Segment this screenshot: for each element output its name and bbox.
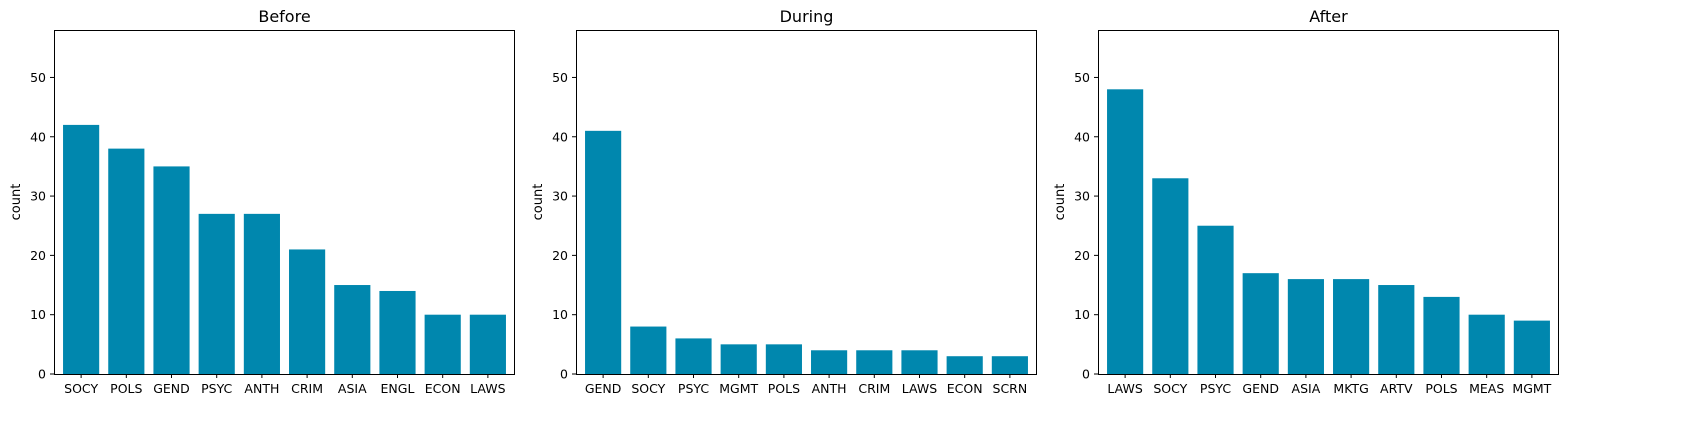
x-tick-label: ANTH [244,381,279,396]
chart-title: Before [258,7,310,26]
bar-anth [811,350,848,374]
y-tick-label: 50 [30,70,46,85]
bar-asia [334,285,371,374]
bar-mgmt [720,344,757,374]
y-axis-label: count [1053,184,1068,221]
x-tick-label: ENGL [381,381,415,396]
bar-econ [946,356,983,374]
bar-mgmt [1513,320,1550,374]
x-tick-label: ASIA [1292,381,1321,396]
bar-crim [856,350,893,374]
chart-title: During [780,7,834,26]
x-tick-label: MEAS [1469,381,1504,396]
x-tick-label: MGMT [719,381,758,396]
x-tick-label: ANTH [812,381,847,396]
y-tick-label: 10 [30,307,46,322]
x-tick-label: POLS [768,381,800,396]
y-tick-label: 0 [560,367,568,382]
bar-laws [469,314,506,374]
x-tick-label: ASIA [338,381,367,396]
bar-asia [1287,279,1324,374]
x-tick-label: GEND [153,381,190,396]
x-tick-label: ARTV [1380,381,1413,396]
x-tick-label: ECON [425,381,461,396]
bar-laws [1107,89,1144,374]
x-tick-label: GEND [1242,381,1279,396]
y-tick-label: 30 [552,189,568,204]
x-tick-label: SOCY [64,381,98,396]
x-tick-label: MKTG [1333,381,1368,396]
bar-laws [901,350,938,374]
bar-artv [1378,285,1415,374]
bar-gend [153,166,190,374]
bar-gend [1242,273,1279,374]
axes-frame [576,30,1037,375]
x-tick-label: CRIM [291,381,323,396]
chart-panel-1: SOCY POLS GEND PSYC ANTH CRIM ASIA ENGL ECON LAWS… [9,7,515,396]
y-tick-label: 10 [552,307,568,322]
x-tick-label: POLS [110,381,142,396]
y-tick-label: 40 [1074,129,1090,144]
axes-frame [54,30,515,375]
y-axis-label: count [9,184,24,221]
chart-title: After [1309,7,1348,26]
bar-econ [424,314,461,374]
bar-engl [379,290,416,374]
x-tick-label: SOCY [1153,381,1187,396]
x-tick-label: PSYC [678,381,709,396]
bar-psyc [675,338,712,374]
bar-anth [243,213,280,374]
y-tick-label: 30 [30,189,46,204]
y-tick-label: 0 [1082,367,1090,382]
axes-frame [1098,30,1559,375]
y-tick-label: 40 [30,129,46,144]
x-tick-label: GEND [585,381,622,396]
y-tick-label: 20 [552,248,568,263]
chart-panel-2: GEND SOCY PSYC MGMT POLS ANTH CRIM LAWS ECON SCRN… [531,7,1037,396]
bar-psyc [1197,225,1234,374]
bar-socy [630,326,667,374]
bar-socy [63,124,100,375]
bar-pols [1423,296,1460,374]
y-tick-label: 20 [1074,248,1090,263]
bar-crim [289,249,326,374]
x-tick-label: LAWS [470,381,505,396]
bar-gend [585,130,622,374]
x-tick-label: PSYC [1200,381,1231,396]
y-tick-label: 50 [1074,70,1090,85]
y-tick-label: 30 [1074,189,1090,204]
x-tick-label: MGMT [1512,381,1551,396]
y-tick-label: 10 [1074,307,1090,322]
y-tick-label: 20 [30,248,46,263]
y-tick-label: 0 [38,367,46,382]
bar-pols [108,148,145,374]
bar-socy [1152,178,1189,374]
x-tick-label: PSYC [201,381,232,396]
x-tick-label: LAWS [1107,381,1142,396]
x-tick-label: ECON [947,381,983,396]
chart-panel-3: LAWS SOCY PSYC GEND ASIA MKTG ARTV POLS MEAS MGMT… [1053,7,1559,396]
y-tick-label: 40 [552,129,568,144]
y-axis-label: count [531,184,546,221]
bar-pols [765,344,802,374]
x-tick-label: SCRN [993,381,1028,396]
bar-meas [1468,314,1505,374]
x-tick-label: POLS [1425,381,1457,396]
bar-psyc [198,213,235,374]
bar-scrn [991,356,1028,374]
bar-mktg [1333,279,1370,374]
x-tick-label: SOCY [631,381,665,396]
x-tick-label: CRIM [858,381,890,396]
x-tick-label: LAWS [902,381,937,396]
y-tick-label: 50 [552,70,568,85]
